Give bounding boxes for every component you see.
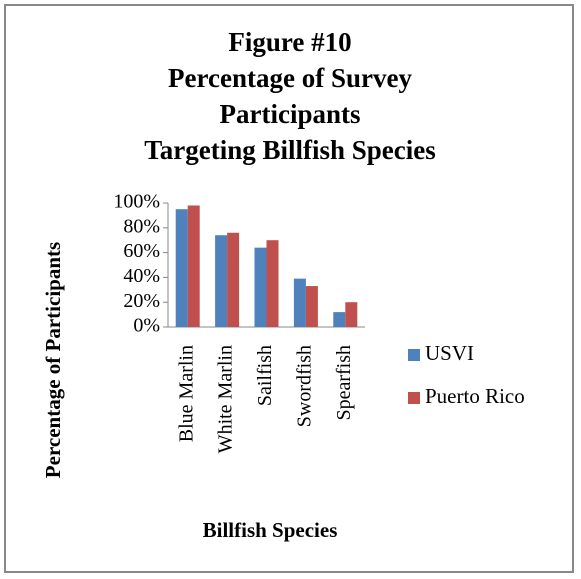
bar [293,278,306,327]
y-tick-label: 100% [113,191,160,213]
bar [333,312,346,327]
bar [305,286,318,327]
bar [187,205,200,327]
legend-label: Puerto Rico [425,384,525,408]
x-tick-label: Swordfish [293,345,315,427]
chart-title: Percentage of Survey [168,63,412,93]
legend-swatch [408,349,420,361]
y-tick-label: 80% [123,215,160,237]
y-tick-label: 40% [123,265,160,287]
y-axis-title: Percentage of Participants [41,242,65,478]
bar [175,209,188,327]
bar [215,235,228,327]
legend-swatch [408,392,420,404]
bar [254,247,267,327]
bar [227,232,240,327]
y-tick-label: 20% [123,290,160,312]
y-tick-label: 60% [123,240,160,262]
bar [345,302,358,327]
chart-title: Participants [220,99,361,129]
chart-title: Targeting Billfish Species [144,135,436,165]
x-tick-label: Spearfish [333,345,355,421]
x-tick-label: White Marlin [215,345,237,453]
x-tick-label: Sailfish [254,345,276,406]
chart-title: Figure #10 [228,27,351,57]
x-axis-title: Billfish Species [203,518,338,542]
bar [266,240,279,327]
legend-label: USVI [425,341,474,365]
frame [4,4,574,573]
y-tick-label: 0% [133,315,160,337]
x-tick-label: Blue Marlin [175,345,197,442]
